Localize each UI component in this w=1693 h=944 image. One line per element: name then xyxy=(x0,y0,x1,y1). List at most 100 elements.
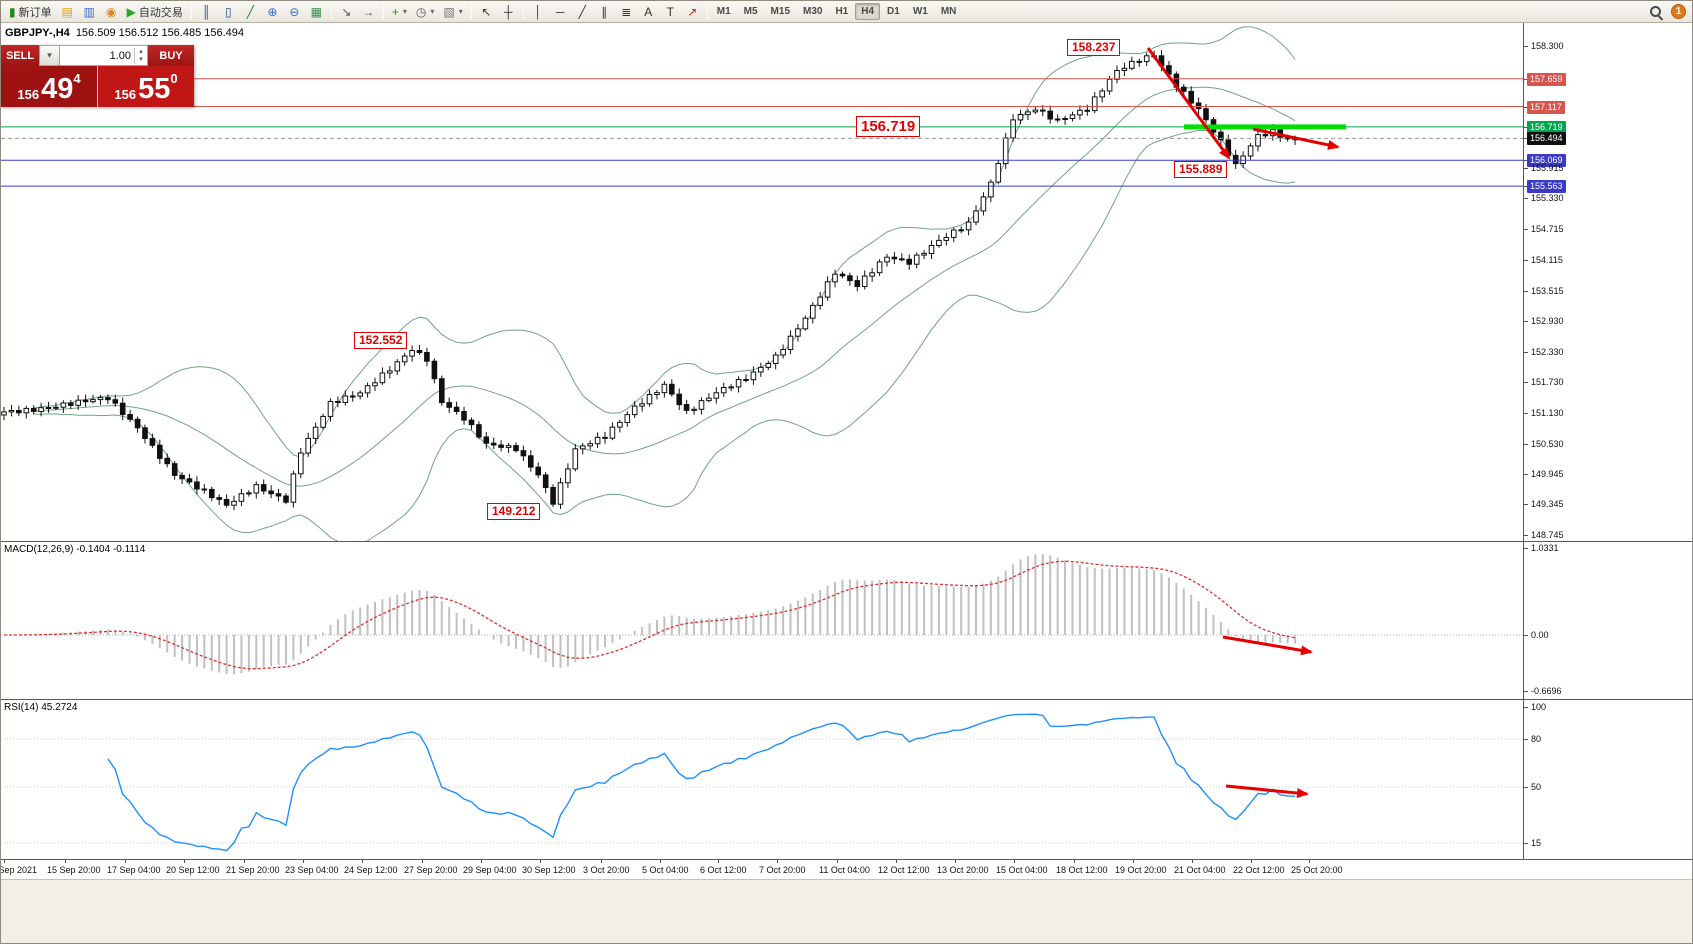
axis-tick xyxy=(1524,739,1528,740)
price-axis-label: 149.945 xyxy=(1531,469,1564,479)
time-tick xyxy=(955,860,956,863)
timeframe-w1[interactable]: W1 xyxy=(912,6,928,17)
chart-shift-button[interactable]: → xyxy=(358,2,379,21)
chevron-down-icon: ▾ xyxy=(402,7,407,16)
sell-price-sup: 4 xyxy=(73,71,81,86)
community-button[interactable]: ◉ xyxy=(101,2,122,21)
price-badge-red: 157.659 xyxy=(1527,73,1566,86)
toolbar-separator xyxy=(190,4,192,19)
trend-arrow[interactable] xyxy=(1222,635,1313,656)
crosshair-button[interactable]: ┼ xyxy=(498,2,519,21)
text-button[interactable]: A xyxy=(638,2,659,21)
macd-panel[interactable]: MACD(12,26,9) -0.1404 -0.1114 xyxy=(1,541,1523,699)
panel-separator[interactable] xyxy=(1,699,1692,700)
indicators-icon: + xyxy=(391,4,399,19)
channel-button[interactable]: ∥ xyxy=(594,2,615,21)
timeframe-m1[interactable]: M1 xyxy=(716,6,731,17)
chart-title: GBPJPY-,H4 156.509 156.512 156.485 156.49… xyxy=(5,27,250,39)
auto-trading-button[interactable]: ▶ 自动交易 xyxy=(123,2,187,21)
price-axis[interactable]: 158.300 157.659 157.117 156.719 156.494 156.0… xyxy=(1523,23,1692,859)
search-button[interactable] xyxy=(1645,2,1667,21)
order-options-dropdown[interactable]: ▾ xyxy=(39,45,60,66)
sell-price-display[interactable]: 156 49 4 xyxy=(1,66,98,107)
axis-tick xyxy=(1524,79,1528,80)
axis-tick xyxy=(1524,707,1528,708)
horizontal-level-lines[interactable] xyxy=(1,78,1523,187)
rsi-axis-label: 80 xyxy=(1531,734,1542,744)
timeframe-mn[interactable]: MN xyxy=(940,6,957,17)
price-chart-panel[interactable]: 158.237 156.719 155.889 152.552 149.212 GBPJ… xyxy=(1,23,1523,541)
bar-chart-button[interactable]: ║ xyxy=(196,2,217,21)
time-label: 13 Oct 20:00 xyxy=(937,865,989,875)
axis-tick xyxy=(1524,535,1528,536)
price-annotation[interactable]: 155.889 xyxy=(1174,161,1228,178)
volume-spinner[interactable]: ▴ ▾ xyxy=(134,47,147,64)
time-tick xyxy=(1192,860,1193,863)
time-axis[interactable]: 14 Sep 2021 15 Sep 20:00 17 Sep 04:00 20 Se… xyxy=(1,859,1692,879)
trendline-button[interactable]: ╱ xyxy=(572,2,593,21)
axis-tick xyxy=(1524,352,1528,353)
axis-tick xyxy=(1524,127,1528,128)
cursor-button[interactable]: ↖ xyxy=(476,2,497,21)
time-tick xyxy=(303,860,304,863)
periods-button[interactable]: ◷ ▾ xyxy=(412,2,439,21)
price-axis-label: 151.730 xyxy=(1531,377,1564,387)
timeframe-h4[interactable]: H4 xyxy=(855,3,881,20)
timeframe-h1[interactable]: H1 xyxy=(835,6,849,17)
text-icon: A xyxy=(644,4,653,19)
new-order-button[interactable]: ▮ 新订单 xyxy=(5,2,56,21)
auto-scroll-button[interactable]: ↘ xyxy=(336,2,357,21)
bollinger-bands xyxy=(33,26,1296,541)
price-badge-red: 157.117 xyxy=(1527,101,1565,114)
rsi-panel[interactable]: RSI(14) 45.2724 xyxy=(1,699,1523,859)
indicators-button[interactable]: + ▾ xyxy=(388,2,411,21)
timeframe-m30[interactable]: M30 xyxy=(803,6,823,17)
vertical-line-button[interactable]: │ xyxy=(528,2,549,21)
time-tick xyxy=(540,860,541,863)
fibonacci-button[interactable]: ≣ xyxy=(616,2,637,21)
text-label-button[interactable]: T xyxy=(660,2,681,21)
line-chart-button[interactable]: ╱ xyxy=(240,2,261,21)
line-chart-icon: ╱ xyxy=(246,4,254,19)
trend-arrow[interactable] xyxy=(1146,47,1231,160)
axis-tick xyxy=(1524,548,1528,549)
rsi-canvas[interactable] xyxy=(1,699,1523,859)
buy-price-display[interactable]: 156 55 0 xyxy=(98,66,194,107)
trend-arrow[interactable] xyxy=(1252,127,1340,150)
spinner-down-icon: ▾ xyxy=(139,55,143,63)
panel-separator[interactable] xyxy=(1,541,1692,542)
price-annotation[interactable]: 156.719 xyxy=(856,116,921,137)
timeframe-m15[interactable]: M15 xyxy=(770,6,790,17)
buy-button[interactable]: BUY xyxy=(148,45,194,66)
arrows-button[interactable]: ↗ xyxy=(682,2,703,21)
profiles-button[interactable]: ▤ xyxy=(57,2,78,21)
toolbar-separator xyxy=(522,4,524,19)
chevron-down-icon: ▾ xyxy=(47,50,52,60)
price-annotation[interactable]: 149.212 xyxy=(487,503,541,520)
price-annotation[interactable]: 158.237 xyxy=(1067,39,1121,56)
tile-windows-button[interactable]: ▦ xyxy=(306,2,327,21)
zoom-out-button[interactable]: ⊖ xyxy=(284,2,305,21)
symbol-period: GBPJPY-,H4 xyxy=(5,27,70,39)
axis-tick xyxy=(1524,635,1528,636)
trend-arrow[interactable] xyxy=(1225,784,1309,798)
timeframe-m5[interactable]: M5 xyxy=(743,6,758,17)
zoom-in-button[interactable]: ⊕ xyxy=(262,2,283,21)
notification-badge[interactable]: 1 xyxy=(1671,4,1686,19)
candlestick-chart-button[interactable]: ▯ xyxy=(218,2,239,21)
support-highlight-bar[interactable] xyxy=(1184,124,1346,130)
timeframe-d1[interactable]: D1 xyxy=(887,6,900,17)
main-chart-canvas[interactable] xyxy=(1,23,1523,541)
price-annotation[interactable]: 152.552 xyxy=(354,332,408,349)
toolbar-separator xyxy=(470,4,472,19)
templates-button[interactable]: ▧ ▾ xyxy=(439,2,466,21)
horizontal-line-icon: ─ xyxy=(555,4,565,19)
horizontal-line-button[interactable]: ─ xyxy=(550,2,571,21)
macd-canvas[interactable] xyxy=(1,541,1523,699)
volume-input[interactable]: 1.00 ▴ ▾ xyxy=(60,45,148,66)
sell-button[interactable]: SELL xyxy=(1,45,39,66)
vertical-line-icon: │ xyxy=(534,4,542,19)
time-tick xyxy=(65,860,66,863)
charts-button[interactable]: ▥ xyxy=(79,2,100,21)
macd-label: MACD(12,26,9) -0.1404 -0.1114 xyxy=(4,544,146,555)
